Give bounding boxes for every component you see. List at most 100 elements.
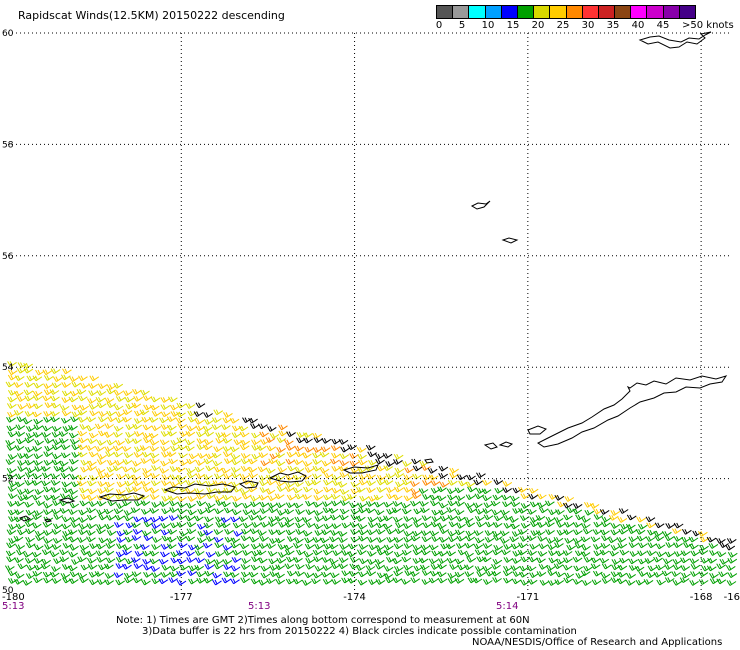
wind-barb	[268, 507, 279, 514]
wind-barb	[62, 487, 72, 494]
wind-barb	[124, 396, 135, 403]
wind-barb	[493, 535, 503, 541]
wind-barb	[410, 481, 420, 487]
wind-barb	[32, 395, 43, 401]
wind-barb	[231, 432, 242, 439]
wind-barb	[104, 579, 114, 586]
wind-barb	[295, 529, 305, 535]
wind-barb	[472, 502, 483, 509]
wind-barb	[142, 437, 153, 444]
wind-barb	[294, 563, 305, 570]
wind-barb	[68, 509, 78, 515]
wind-barb	[519, 515, 530, 522]
wind-barb	[50, 368, 61, 375]
wind-barb	[553, 563, 564, 570]
wind-barb	[355, 487, 366, 493]
wind-barb	[40, 563, 51, 570]
wind-barb	[428, 544, 439, 551]
wind-barb	[177, 496, 187, 502]
wind-barb	[664, 564, 674, 570]
wind-barb	[242, 522, 253, 529]
wind-barb	[725, 565, 736, 571]
wind-barb	[393, 570, 403, 577]
wind-barb	[7, 431, 18, 438]
wind-barb	[501, 494, 511, 501]
wind-barb	[301, 517, 312, 523]
wind-barb	[60, 374, 71, 381]
wind-barb	[4, 565, 15, 572]
latitude-label: 52	[2, 475, 13, 485]
wind-barb	[76, 389, 87, 395]
wind-barb	[520, 522, 531, 529]
wind-barb	[600, 543, 611, 549]
wind-barb	[69, 516, 80, 523]
wind-barb	[35, 535, 45, 542]
wind-barb	[31, 480, 42, 486]
wind-barb	[456, 474, 467, 481]
wind-barb	[177, 502, 188, 508]
wind-barb	[96, 459, 107, 465]
wind-barb	[79, 544, 90, 551]
wind-barb	[196, 494, 206, 500]
wind-barb	[455, 516, 466, 522]
wind-barb	[355, 516, 366, 522]
wind-barb	[15, 544, 25, 551]
wind-barb	[88, 404, 99, 410]
wind-barb	[449, 472, 459, 479]
legend-swatch	[647, 6, 664, 18]
wind-barb	[357, 453, 367, 460]
wind-barb	[454, 509, 465, 516]
wind-barb	[89, 375, 100, 382]
wind-barb	[331, 487, 342, 494]
wind-barb	[51, 382, 62, 389]
wind-barb	[16, 438, 26, 445]
wind-barb	[68, 458, 79, 465]
wind-barb	[320, 446, 331, 453]
wind-barb	[259, 480, 269, 487]
wind-barb	[168, 577, 178, 584]
wind-barb	[79, 487, 89, 494]
coastline	[342, 464, 379, 474]
wind-barb	[428, 577, 439, 584]
wind-barb	[194, 466, 205, 473]
wind-barb	[96, 543, 106, 550]
wind-barb	[103, 563, 114, 570]
wind-barb	[143, 564, 153, 571]
wind-barb	[661, 531, 672, 537]
wind-barb	[203, 577, 214, 584]
wind-barb	[265, 468, 276, 474]
wind-barb	[113, 404, 124, 411]
wind-barb	[105, 451, 115, 458]
wind-barb	[34, 439, 44, 446]
wind-barb	[294, 570, 305, 577]
wind-barb	[149, 404, 160, 411]
wind-barb	[482, 543, 493, 549]
wind-barb	[131, 486, 142, 493]
wind-barb	[275, 480, 286, 487]
wind-barb	[466, 474, 476, 481]
wind-barb	[341, 577, 351, 584]
wind-barb	[447, 514, 458, 521]
wind-barb	[61, 523, 72, 530]
wind-barb	[374, 559, 385, 565]
wind-barb	[312, 572, 323, 579]
wind-barb	[357, 571, 368, 578]
wind-barb	[386, 493, 396, 500]
wind-barb	[265, 578, 276, 584]
wind-barb	[610, 523, 621, 529]
wind-barb	[392, 494, 403, 501]
wind-barb	[402, 523, 413, 530]
wind-barb	[293, 557, 303, 563]
wind-barb	[591, 579, 602, 586]
wind-barb	[86, 465, 97, 472]
wind-barb	[187, 496, 198, 502]
wind-barb	[113, 390, 124, 396]
wind-barb	[14, 573, 25, 579]
wind-barb	[590, 563, 601, 570]
wind-barb	[536, 502, 547, 509]
wind-barb	[161, 474, 172, 481]
wind-barb	[26, 467, 36, 474]
wind-barb	[114, 514, 125, 521]
wind-barb	[409, 571, 420, 577]
coastline	[483, 442, 498, 450]
